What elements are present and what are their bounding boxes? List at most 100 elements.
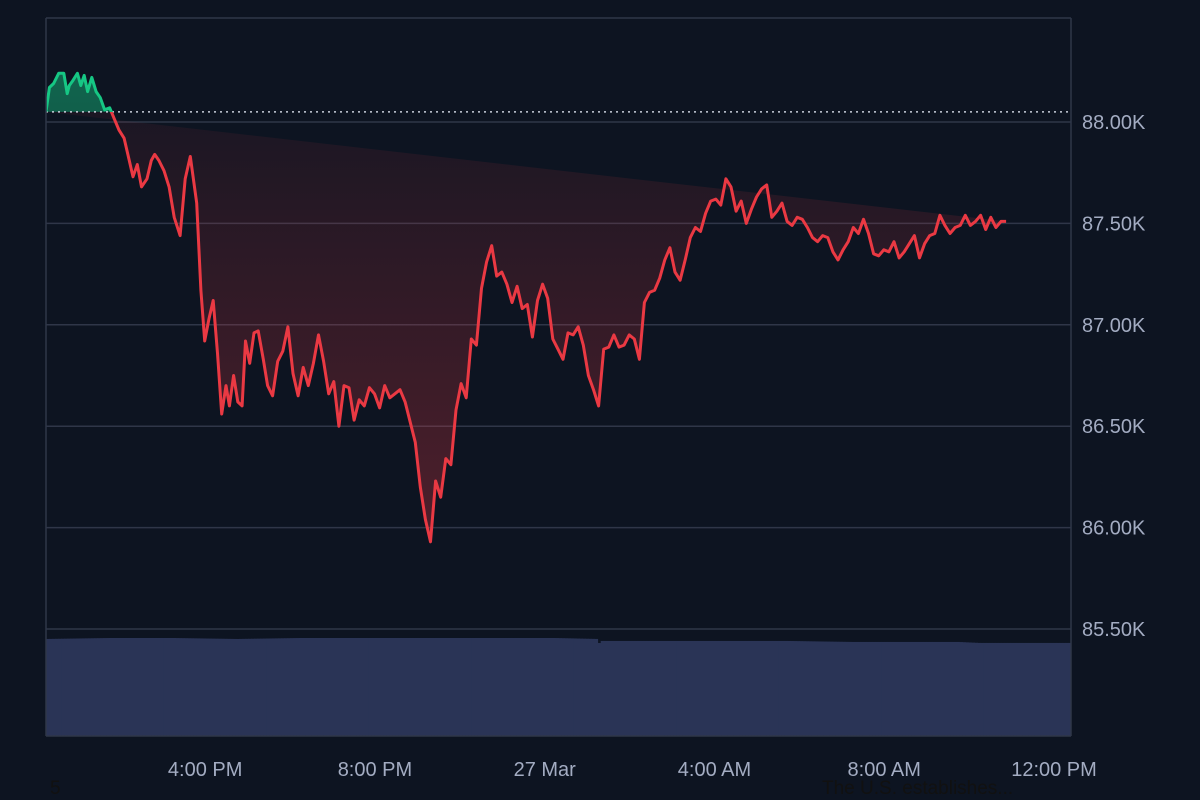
y-tick-label-0: 88.00K (1082, 112, 1146, 134)
y-tick-label-5: 85.50K (1082, 619, 1146, 641)
y-tick-label-3: 86.50K (1082, 416, 1146, 438)
footer-news-text[interactable]: The U.S. establishes... (822, 778, 1014, 799)
volume-bar (760, 640, 764, 736)
volume-bar (853, 641, 858, 736)
volume-bar (612, 640, 617, 736)
x-tick-label-0: 4:00 PM (168, 759, 242, 781)
volume-bar (784, 640, 789, 736)
volume-bar (920, 641, 924, 736)
volume-bar (440, 637, 445, 736)
volume-bar (169, 637, 174, 736)
volume-bar (112, 637, 116, 736)
volume-bar (130, 637, 134, 736)
volume-bar (558, 638, 562, 736)
volume-bar (115, 637, 119, 736)
volume-bar (947, 641, 951, 736)
volume-bar (323, 637, 327, 736)
volume-bar (139, 637, 143, 736)
volume-bar (260, 638, 264, 736)
volume-bar (787, 640, 792, 736)
volume-bar (615, 640, 620, 736)
volume-bar (522, 637, 526, 736)
volume-bar (682, 640, 686, 736)
volume-bar (811, 641, 816, 736)
volume-bar (850, 641, 855, 736)
volume-bar (555, 638, 559, 736)
volume-bar (67, 638, 71, 736)
volume-bar (998, 642, 1003, 736)
volume-bar (413, 637, 418, 736)
volume-bar (989, 642, 994, 736)
volume-bar (275, 638, 279, 736)
volume-bar (214, 638, 219, 736)
volume-bar (654, 640, 659, 736)
volume-bar (1037, 642, 1042, 736)
x-tick-label-2: 27 Mar (514, 759, 577, 781)
volume-bar (383, 637, 388, 736)
volume-bar (202, 638, 207, 736)
volume-bar (452, 637, 457, 736)
volume-bar (531, 637, 535, 736)
volume-bar (142, 637, 146, 736)
volume-bar (875, 641, 879, 736)
volume-bar (932, 641, 936, 736)
volume-bar (287, 638, 291, 736)
volume-bar (899, 641, 903, 736)
volume-bar (365, 637, 369, 736)
volume-bar (923, 641, 927, 736)
volume-bar (407, 637, 412, 736)
volume-bar (380, 637, 385, 736)
volume-bar (1010, 642, 1015, 736)
volume-bar (971, 642, 975, 736)
volume-bar (847, 641, 852, 736)
volume-bar (739, 640, 743, 736)
volume-bar (419, 637, 424, 736)
volume-bar (449, 637, 454, 736)
down-area-fill (46, 111, 1007, 542)
volume-bar (49, 638, 53, 736)
volume-bar (486, 637, 490, 736)
volume-bar (205, 638, 210, 736)
volume-bar (495, 637, 499, 736)
volume-bar (480, 637, 484, 736)
volume-bar (893, 641, 897, 736)
volume-bar (46, 638, 50, 736)
volume-bar (661, 640, 665, 736)
volume-bar (718, 640, 722, 736)
volume-bar (866, 641, 870, 736)
volume-bar (513, 637, 517, 736)
volume-bar (305, 637, 309, 736)
volume-bar (1064, 642, 1069, 736)
volume-bar (983, 642, 987, 736)
volume-bar (498, 637, 502, 736)
volume-bar (1034, 642, 1039, 736)
volume-bar (585, 638, 590, 736)
volume-bar (368, 637, 372, 736)
volume-bar (398, 637, 403, 736)
volume-bar (157, 637, 161, 736)
volume-bar (715, 640, 719, 736)
volume-bar (314, 637, 318, 736)
volume-bar (278, 638, 282, 736)
volume-bar (456, 637, 460, 736)
volume-bar (700, 640, 704, 736)
volume-bar (694, 640, 698, 736)
volume-bar (100, 638, 104, 736)
volume-bar (58, 638, 62, 736)
y-tick-label-2: 87.00K (1082, 315, 1146, 337)
volume-bar (986, 642, 991, 736)
volume-bar (959, 642, 963, 736)
volume-bar (525, 637, 529, 736)
volume-bar (79, 638, 83, 736)
volume-bar (766, 640, 770, 736)
volume-bar (76, 638, 80, 736)
volume-bar (670, 640, 674, 736)
volume-bar (317, 637, 321, 736)
volume-bar (881, 641, 885, 736)
volume-bar (703, 640, 707, 736)
volume-bar (564, 638, 568, 736)
volume-bar (992, 642, 997, 736)
volume-bar (422, 637, 427, 736)
volume-bar (534, 637, 538, 736)
